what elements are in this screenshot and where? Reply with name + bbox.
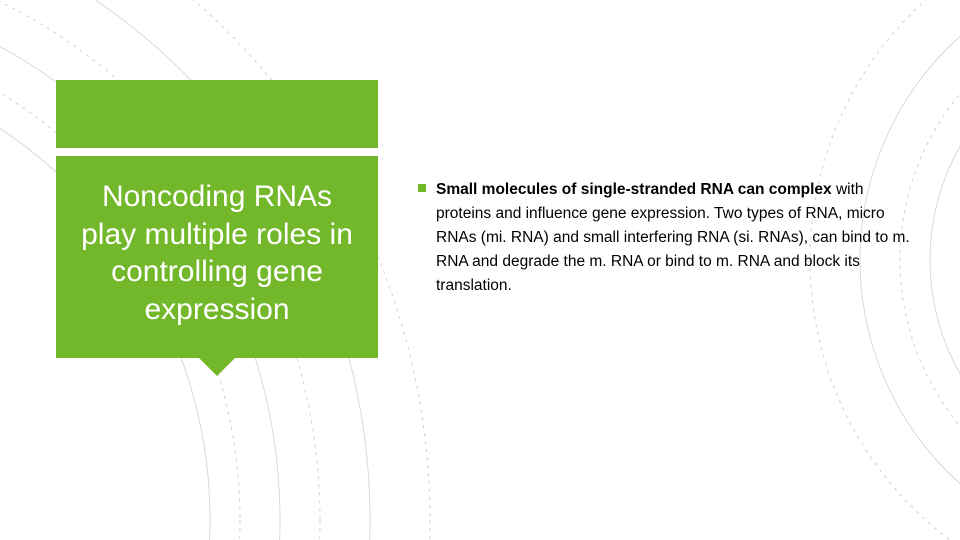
- title-card-body: Noncoding RNAs play multiple roles in co…: [56, 156, 378, 358]
- title-card-top-bar: [56, 80, 378, 148]
- title-card-arrow: [199, 358, 235, 376]
- slide-title: Noncoding RNAs play multiple roles in co…: [74, 178, 360, 328]
- title-card-gap: [56, 148, 378, 156]
- title-card: Noncoding RNAs play multiple roles in co…: [56, 80, 378, 358]
- bullet-item: Small molecules of single-stranded RNA c…: [418, 178, 918, 298]
- bullet-text: Small molecules of single-stranded RNA c…: [436, 178, 918, 298]
- bullet-lead: Small molecules of single-stranded RNA c…: [436, 181, 832, 198]
- bullet-marker: [418, 184, 426, 192]
